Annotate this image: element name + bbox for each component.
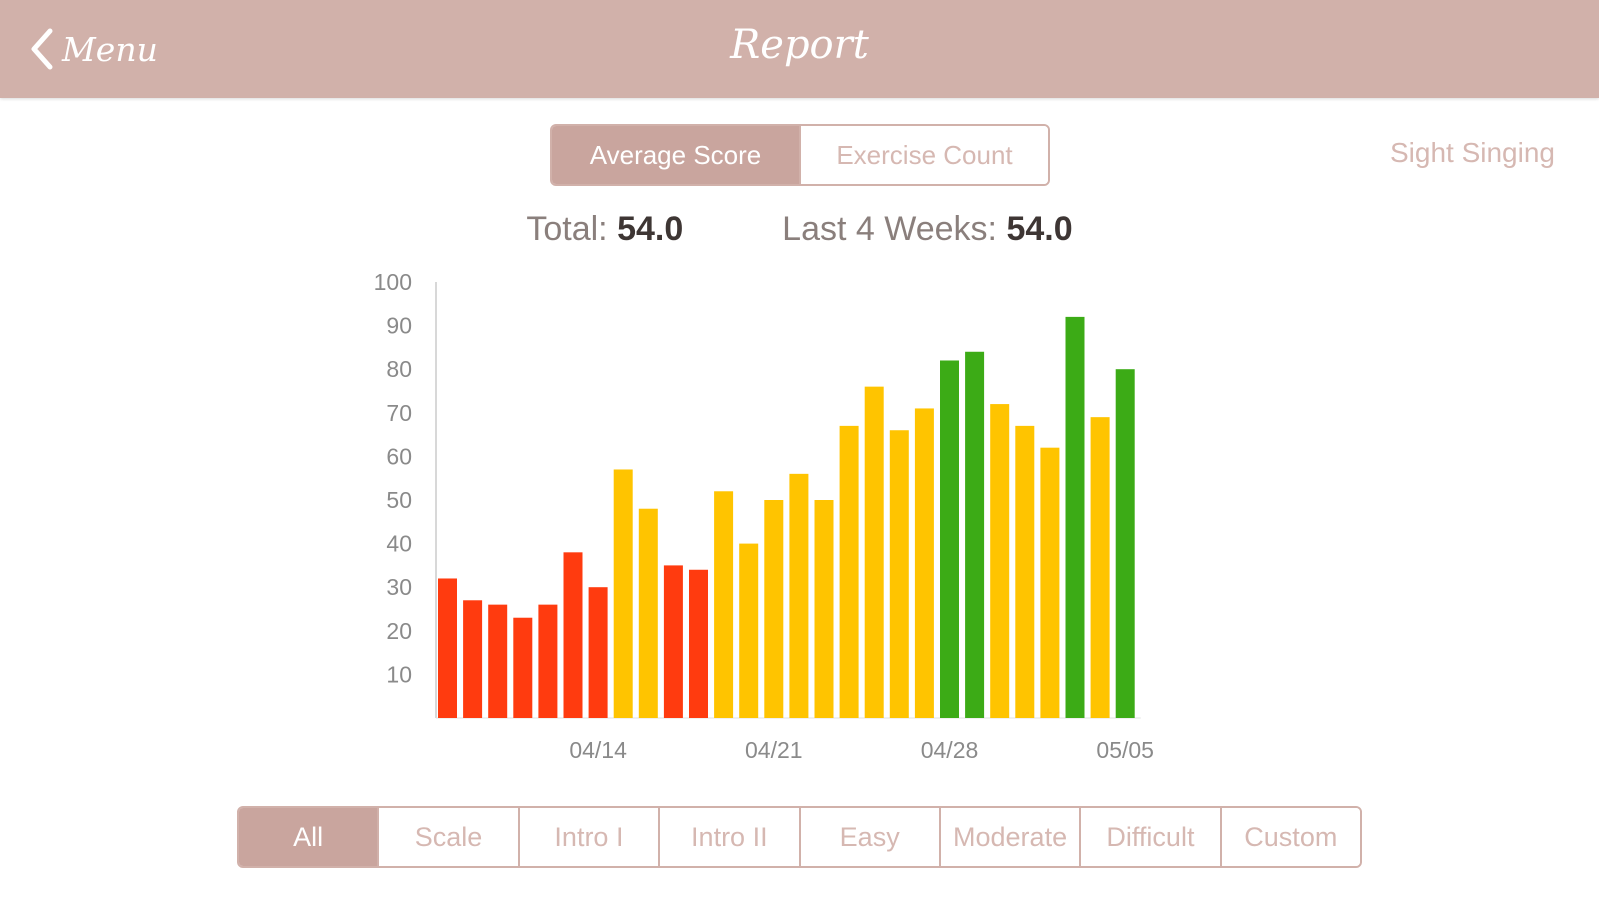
bar [714, 491, 734, 718]
x-tick-label: 04/14 [569, 737, 627, 763]
bar [1065, 316, 1085, 718]
bar [889, 430, 909, 718]
bar [538, 604, 558, 718]
bar [663, 565, 683, 718]
filter-difficult[interactable]: Difficult [1079, 808, 1220, 866]
x-tick-label: 04/28 [921, 737, 979, 763]
last-4-weeks-value: 54.0 [1006, 210, 1073, 248]
bar [689, 569, 708, 718]
y-tick-label: 50 [386, 487, 412, 513]
score-summary: Total: 54.0 Last 4 Weeks: 54.0 [0, 210, 1599, 249]
difficulty-filter-control: All Scale Intro I Intro II Easy Moderate… [237, 806, 1362, 868]
exercise-count-tab[interactable]: Exercise Count [799, 126, 1048, 184]
y-tick-label: 10 [386, 661, 412, 687]
bar [613, 469, 633, 718]
bar [764, 500, 784, 718]
bar [638, 508, 658, 718]
bar [940, 360, 959, 718]
bar [513, 617, 533, 718]
menu-back-label: Menu [62, 29, 158, 69]
filter-intro-ii[interactable]: Intro II [658, 808, 799, 866]
filter-all[interactable]: All [239, 808, 378, 866]
filter-scale[interactable]: Scale [377, 808, 518, 866]
y-tick-label: 20 [386, 618, 412, 644]
last-4-weeks-label: Last 4 Weeks: [782, 210, 997, 248]
y-tick-label: 80 [386, 356, 412, 382]
total-label: Total: [526, 210, 608, 248]
filter-easy[interactable]: Easy [798, 808, 939, 866]
bar [739, 543, 759, 718]
y-tick-label: 30 [386, 574, 412, 600]
bar [864, 386, 884, 718]
nav-bar: Menu Report [0, 0, 1599, 98]
score-bar-chart: 10 20 30 40 50 60 70 80 90 100 04/14 04/21 04/28 05/0… [374, 269, 1154, 763]
bar [563, 552, 583, 718]
bar [990, 404, 1010, 718]
x-tick-label: 05/05 [1096, 737, 1154, 763]
bar [914, 408, 934, 718]
bar [1115, 369, 1135, 718]
average-score-tab[interactable]: Average Score [552, 126, 799, 184]
sight-singing-link[interactable]: Sight Singing [1389, 137, 1555, 168]
menu-back-button[interactable]: Menu [28, 24, 158, 74]
bar [463, 600, 483, 718]
bar [1040, 447, 1060, 718]
filter-intro-i[interactable]: Intro I [517, 808, 659, 866]
bar [839, 425, 859, 718]
page-title: Report [730, 22, 869, 68]
y-tick-label: 60 [386, 443, 412, 469]
y-tick-label: 40 [386, 531, 412, 557]
x-tick-label: 04/21 [745, 737, 803, 763]
filter-custom[interactable]: Custom [1219, 808, 1360, 866]
bar [965, 351, 985, 718]
chevron-left-icon [31, 28, 53, 70]
y-tick-label: 100 [374, 269, 412, 295]
y-tick-label: 70 [386, 400, 412, 426]
bar [789, 473, 809, 718]
bar [1090, 417, 1110, 718]
bar [814, 500, 834, 718]
total-value: 54.0 [617, 210, 684, 248]
bar [588, 587, 608, 718]
bar [438, 578, 457, 718]
metric-segmented-control: Average Score Exercise Count [550, 124, 1050, 186]
bar [488, 604, 508, 718]
bar [1015, 425, 1035, 718]
y-tick-label: 90 [386, 313, 412, 339]
filter-moderate[interactable]: Moderate [938, 808, 1080, 866]
